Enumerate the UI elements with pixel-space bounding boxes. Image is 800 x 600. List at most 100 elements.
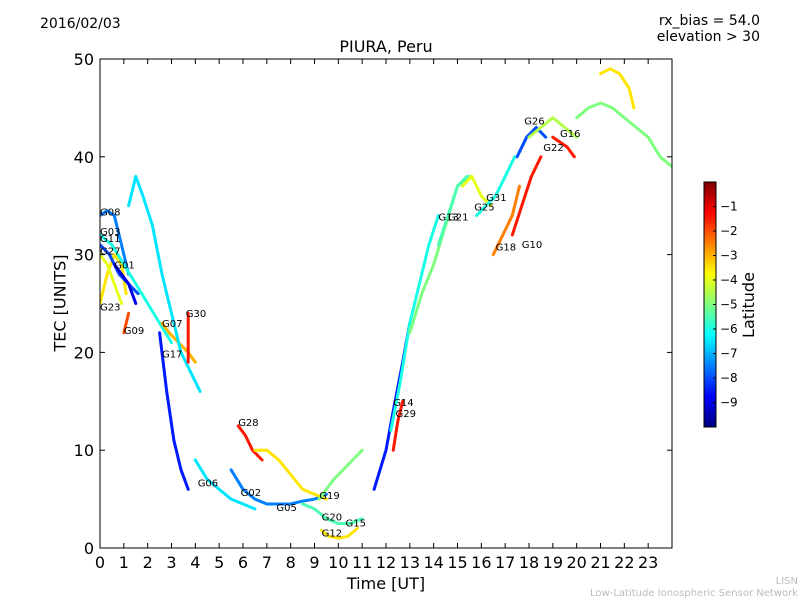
satellite-label: G23 <box>100 302 120 313</box>
x-tick-label: 10 <box>328 553 348 572</box>
x-tick-label: 4 <box>190 553 200 572</box>
satellite-label: G25 <box>474 203 494 214</box>
satellite-label: G31 <box>486 193 506 204</box>
series-g13 <box>408 174 471 335</box>
series-g02 <box>193 458 257 511</box>
series-g22 <box>551 135 576 159</box>
series-g10 <box>510 155 543 237</box>
x-tick-label: 18 <box>519 553 539 572</box>
series-g12 <box>320 526 359 540</box>
x-tick-label: 21 <box>590 553 610 572</box>
series-g17 <box>127 174 202 393</box>
satellite-label: G22 <box>543 143 563 154</box>
satellite-label: G14 <box>393 398 413 409</box>
x-tick-label: 2 <box>143 553 153 572</box>
series-g11 <box>100 243 140 296</box>
elevation-label: elevation > 30 <box>656 29 760 45</box>
series-g15 <box>317 448 364 501</box>
y-tick-label: 0 <box>84 539 94 558</box>
series-g32 <box>575 101 672 169</box>
series-g19 <box>253 448 328 501</box>
credit-long: Low-Latitude Ionospheric Sensor Network <box>590 588 798 599</box>
x-tick-label: 15 <box>447 553 467 572</box>
satellite-label: G27 <box>100 247 120 258</box>
series-g03 <box>100 233 173 345</box>
colorbar-tick-label: −3 <box>720 249 738 263</box>
x-tick-label: 23 <box>638 553 658 572</box>
satellite-label: G03 <box>100 227 120 238</box>
satellite-label: G09 <box>124 326 144 337</box>
x-tick-label: 22 <box>614 553 634 572</box>
series-g08 <box>100 209 131 276</box>
satellite-label: G30 <box>186 309 206 320</box>
satellite-label: G05 <box>276 503 296 514</box>
satellite-label: G18 <box>496 243 516 254</box>
series-g27 <box>100 253 123 305</box>
chart-title: PIURA, Peru <box>339 37 433 56</box>
x-tick-label: 14 <box>423 553 443 572</box>
satellite-label: G16 <box>560 129 580 140</box>
y-tick-label: 20 <box>74 343 94 362</box>
colorbar-tick-label: −5 <box>720 298 738 312</box>
plot-frame <box>99 58 673 549</box>
colorbar-tick-label: −7 <box>720 347 738 361</box>
series-g05 <box>229 468 328 506</box>
colorbar-ticks: −1 −2 −3 −4 −5 −6 −7 −8 −9 <box>713 200 738 410</box>
series-g31 <box>475 155 517 217</box>
satellite-label: G15 <box>346 519 366 530</box>
satellite-label: G11 <box>100 234 120 245</box>
colorbar-tick-label: −1 <box>720 200 738 214</box>
satellite-label: G17 <box>162 349 182 360</box>
x-tick-label: 8 <box>286 553 296 572</box>
axis-ticks: 0 1 2 3 4 5 6 7 8 9 10 11 12 13 14 15 16 17 18 19 20 21 22 2301… <box>74 50 672 572</box>
date-label: 2016/02/03 <box>40 16 121 32</box>
satellite-label: G07 <box>162 319 182 330</box>
colorbar-tick-label: −6 <box>720 322 738 336</box>
x-axis-label: Time [UT] <box>346 574 426 593</box>
satellite-label: G02 <box>241 488 261 499</box>
satellite-label: G12 <box>322 528 342 539</box>
x-tick-label: 6 <box>238 553 248 572</box>
satellite-label: G29 <box>396 409 416 420</box>
satellite-label: G01 <box>114 260 134 271</box>
satellite-label: G19 <box>319 491 339 502</box>
series-g20 <box>301 502 364 525</box>
series-g18 <box>491 184 521 257</box>
series-g28 <box>236 424 264 462</box>
y-tick-label: 50 <box>74 50 94 69</box>
x-tick-label: 11 <box>352 553 372 572</box>
series-g25 <box>460 174 493 208</box>
series-g24 <box>389 214 440 433</box>
x-tick-label: 16 <box>471 553 491 572</box>
y-tick-label: 40 <box>74 148 94 167</box>
satellite-label: G08 <box>100 208 120 219</box>
x-tick-label: 13 <box>400 553 420 572</box>
x-tick-label: 0 <box>95 553 105 572</box>
rx-bias-label: rx_bias = 54.0 <box>658 13 760 29</box>
satellite-label: G13 <box>438 212 458 223</box>
series-g04 <box>599 67 636 110</box>
colorbar-tick-label: −4 <box>720 273 738 287</box>
series-g26 <box>515 126 548 159</box>
bias-info: rx_bias = 54.0 elevation > 30 <box>657 13 760 45</box>
credit-short: LISN <box>775 576 798 587</box>
colorbar-tick-label: −2 <box>720 224 738 238</box>
y-tick-label: 10 <box>74 441 94 460</box>
satellite-label: G21 <box>448 212 468 223</box>
satellite-label: G20 <box>322 513 342 524</box>
x-tick-label: 9 <box>309 553 319 572</box>
series-g16 <box>527 116 579 139</box>
series-g09 <box>122 311 131 335</box>
series-g01 <box>112 262 138 305</box>
satellite-label: G28 <box>238 418 258 429</box>
series-g29 <box>391 399 405 452</box>
colorbar-tick-label: −8 <box>720 371 738 385</box>
x-tick-label: 17 <box>495 553 515 572</box>
x-tick-label: 3 <box>166 553 176 572</box>
satellite-label: G10 <box>522 240 542 251</box>
credit-block: LISN Low-Latitude Ionospheric Sensor Net… <box>590 576 798 600</box>
series-g06 <box>158 331 190 491</box>
colorbar-tick-label: −9 <box>720 396 738 410</box>
